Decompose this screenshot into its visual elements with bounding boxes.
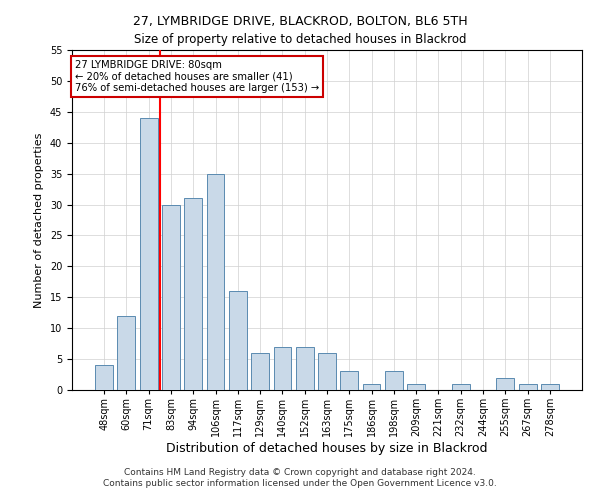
Bar (184, 198, 202, 390)
Bar (496, 378, 514, 390)
Bar (541, 384, 559, 390)
Y-axis label: Number of detached properties: Number of detached properties (34, 132, 44, 308)
Bar (162, 204, 180, 390)
Bar (274, 346, 292, 390)
Bar (251, 353, 269, 390)
Bar (206, 174, 224, 390)
Bar (229, 291, 247, 390)
Bar (518, 384, 536, 390)
Bar (296, 346, 314, 390)
X-axis label: Distribution of detached houses by size in Blackrod: Distribution of detached houses by size … (166, 442, 488, 455)
Text: Contains HM Land Registry data © Crown copyright and database right 2024.
Contai: Contains HM Land Registry data © Crown c… (103, 468, 497, 487)
Bar (118, 316, 136, 390)
Bar (362, 384, 380, 390)
Bar (140, 118, 158, 390)
Text: 27 LYMBRIDGE DRIVE: 80sqm
← 20% of detached houses are smaller (41)
76% of semi-: 27 LYMBRIDGE DRIVE: 80sqm ← 20% of detac… (74, 60, 319, 94)
Text: Size of property relative to detached houses in Blackrod: Size of property relative to detached ho… (134, 32, 466, 46)
Bar (452, 384, 470, 390)
Bar (318, 353, 336, 390)
Bar (95, 366, 113, 390)
Bar (385, 372, 403, 390)
Text: 27, LYMBRIDGE DRIVE, BLACKROD, BOLTON, BL6 5TH: 27, LYMBRIDGE DRIVE, BLACKROD, BOLTON, B… (133, 15, 467, 28)
Bar (340, 372, 358, 390)
Bar (407, 384, 425, 390)
